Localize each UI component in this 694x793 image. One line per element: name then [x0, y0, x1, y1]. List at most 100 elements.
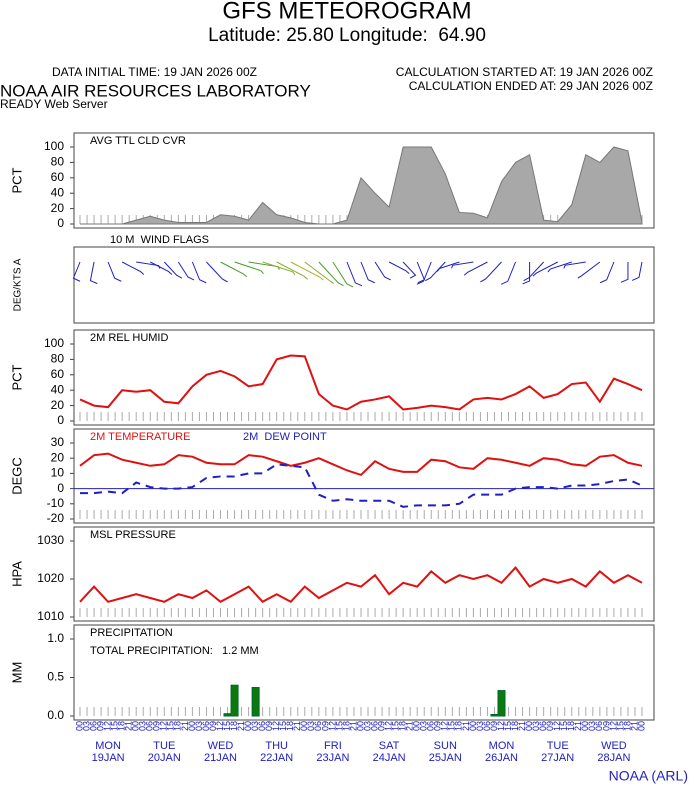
- y-tick-label: 40: [51, 382, 65, 396]
- y-tick-label: 1020: [37, 571, 64, 585]
- x-tick-label: 18: [622, 721, 632, 731]
- footer: NOAA (ARL): [609, 768, 688, 784]
- precip-bar: [230, 684, 239, 717]
- title: GFS METEOROGRAM: [222, 0, 471, 24]
- wind-barb: [191, 261, 207, 284]
- x-tick-label: 15: [503, 721, 513, 731]
- y-tick-label: 60: [51, 367, 65, 381]
- precip-bar: [490, 713, 499, 717]
- x-tick-label: 03: [419, 721, 429, 731]
- x-tick-label: 12: [327, 721, 337, 731]
- y-axis-label: MM: [9, 662, 24, 684]
- initial-time: DATA INITIAL TIME: 19 JAN 2026 00Z: [52, 65, 257, 79]
- day-name: SAT: [379, 740, 400, 752]
- panel-frame: [73, 329, 655, 426]
- server-name: READY Web Server: [0, 97, 108, 111]
- wind-barb: [304, 261, 334, 284]
- x-tick-label: 03: [306, 721, 316, 731]
- x-tick-label: 09: [152, 721, 162, 731]
- day-date: 24JAN: [373, 752, 406, 764]
- lab-name: NOAA AIR RESOURCES LABORATORY: [0, 81, 311, 100]
- cloud-area: [80, 146, 643, 225]
- wind-barb: [72, 261, 81, 282]
- panel-title: AVG TTL CLD CVR: [90, 135, 186, 147]
- x-tick-label: 00: [131, 721, 141, 731]
- calc-ended: CALCULATION ENDED AT: 29 JAN 2026 00Z: [409, 79, 653, 93]
- x-tick-label: 21: [573, 721, 583, 731]
- wind-barb: [290, 261, 324, 281]
- wind-barb: [177, 261, 195, 281]
- x-tick-label: 00: [74, 721, 84, 731]
- x-tick-label: 21: [292, 721, 302, 731]
- x-tick-label: 18: [510, 721, 520, 731]
- day-date: 22JAN: [260, 752, 293, 764]
- x-tick-label: 18: [173, 721, 183, 731]
- wind-barb: [346, 261, 363, 287]
- day-name: FRI: [324, 740, 342, 752]
- y-tick-label: 10: [51, 466, 65, 480]
- panel-title: 10 M WIND FLAGS: [110, 234, 209, 246]
- x-tick-label: 00: [187, 721, 197, 731]
- wind-barb: [374, 261, 391, 281]
- precip-bar: [497, 690, 506, 717]
- wind-barb: [206, 261, 228, 283]
- day-date: 26JAN: [485, 752, 518, 764]
- x-tick-label: 09: [208, 721, 218, 731]
- x-tick-label: 06: [538, 721, 548, 731]
- x-tick-label: 06: [145, 721, 155, 731]
- day-date: 28JAN: [597, 752, 630, 764]
- panel-frame: [73, 526, 655, 622]
- x-tick-label: 21: [236, 721, 246, 731]
- panel-frame: [73, 624, 655, 721]
- x-tick-label: 15: [559, 721, 569, 731]
- y-tick-label: 1030: [37, 533, 64, 547]
- y-tick-label: 0.0: [47, 708, 64, 722]
- wind-barb: [599, 261, 615, 284]
- day-name: THU: [265, 740, 288, 752]
- x-tick-label: 00: [468, 721, 478, 731]
- x-tick-label: 00: [636, 721, 646, 731]
- wind-barb: [463, 261, 488, 276]
- panel-frame: [73, 246, 655, 324]
- precip-bar: [251, 687, 260, 717]
- day-name: TUE: [153, 740, 175, 752]
- x-tick-label: 00: [580, 721, 590, 731]
- day-date: 20JAN: [148, 752, 181, 764]
- x-tick-label: 03: [250, 721, 260, 731]
- x-tick-label: 03: [475, 721, 485, 731]
- wind-barb: [425, 261, 446, 282]
- y-tick-label: 60: [51, 170, 65, 184]
- x-tick-label: 03: [138, 721, 148, 731]
- wind-barb: [631, 261, 643, 281]
- x-tick-label: 06: [257, 721, 267, 731]
- x-tick-label: 18: [398, 721, 408, 731]
- day-date: 21JAN: [204, 752, 237, 764]
- x-tick-label: 12: [383, 721, 393, 731]
- x-tick-label: 06: [201, 721, 211, 731]
- x-tick-label: 03: [81, 721, 91, 731]
- y-axis-label: DEGC: [9, 457, 24, 495]
- x-tick-label: 18: [341, 721, 351, 731]
- y-tick-label: -20: [47, 511, 65, 525]
- x-tick-label: 03: [194, 721, 204, 731]
- x-tick-label: 12: [552, 721, 562, 731]
- y-tick-label: 0.5: [47, 670, 64, 684]
- y-tick-label: 80: [51, 155, 65, 169]
- wind-barb: [276, 261, 309, 280]
- x-tick-label: 12: [215, 721, 225, 731]
- legend-entry: 2M TEMPERATURE: [90, 431, 190, 443]
- y-axis-label: PCT: [9, 167, 24, 193]
- series-line: [80, 463, 643, 508]
- panel-title: PRECIPITATION: [90, 627, 173, 639]
- day-date: 27JAN: [541, 752, 574, 764]
- wind-barb: [577, 261, 601, 279]
- wind-barb: [620, 262, 629, 283]
- wind-barb: [563, 261, 586, 269]
- x-tick-label: 06: [594, 721, 604, 731]
- x-tick-label: 00: [243, 721, 253, 731]
- x-tick-label: 06: [313, 721, 323, 731]
- x-tick-label: 00: [299, 721, 309, 731]
- x-tick-label: 09: [545, 721, 555, 731]
- x-tick-label: 12: [608, 721, 618, 731]
- x-tick-label: 09: [433, 721, 443, 731]
